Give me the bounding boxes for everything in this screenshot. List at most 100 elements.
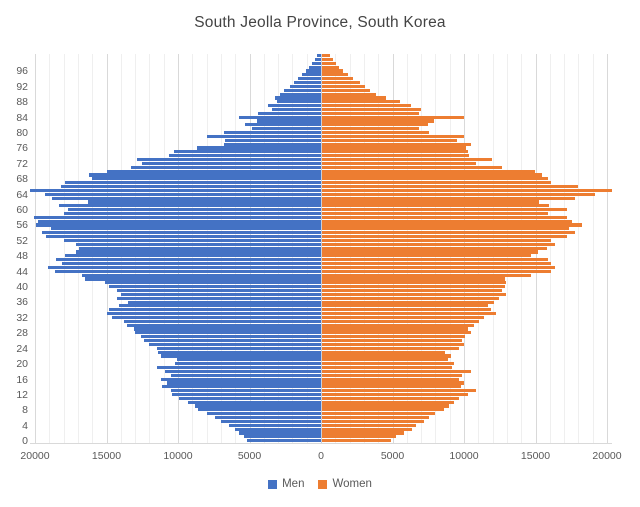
bar-women-age-29[interactable] [322,327,468,331]
bar-men-age-10[interactable] [188,400,321,404]
bar-women-age-88[interactable] [322,100,400,104]
bar-women-age-50[interactable] [322,246,547,250]
bar-men-age-49[interactable] [76,250,321,254]
bar-women-age-14[interactable] [322,385,461,389]
bar-women-age-37[interactable] [322,296,500,300]
bar-women-age-71[interactable] [322,165,503,169]
bar-women-age-52[interactable] [322,238,551,242]
bar-women-age-55[interactable] [322,227,570,231]
bar-men-age-46[interactable] [62,261,321,266]
bar-men-age-71[interactable] [130,165,321,169]
bar-women-age-51[interactable] [322,242,556,246]
bar-men-age-74[interactable] [169,154,321,158]
bar-women-age-76[interactable] [322,146,466,150]
bar-men-age-83[interactable] [256,119,321,123]
bar-men-age-97[interactable] [309,65,321,69]
bar-women-age-56[interactable] [322,223,583,227]
bar-women-age-54[interactable] [322,231,576,235]
bar-men-age-73[interactable] [136,157,321,162]
bar-men-age-6[interactable] [215,416,321,420]
bar-men-age-68[interactable] [92,177,321,181]
bar-women-age-89[interactable] [322,96,387,100]
bar-men-age-98[interactable] [311,61,321,65]
bar-women-age-25[interactable] [322,342,465,346]
bar-men-age-64[interactable] [45,192,321,196]
bar-women-age-79[interactable] [322,134,464,139]
bar-women-age-91[interactable] [322,88,370,92]
bar-men-age-1[interactable] [243,435,321,439]
bar-men-age-14[interactable] [162,385,321,389]
bar-men-age-27[interactable] [140,335,321,339]
bar-men-age-54[interactable] [42,231,321,235]
bar-men-age-30[interactable] [126,323,321,327]
bar-women-age-5[interactable] [322,419,424,424]
bar-men-age-41[interactable] [105,281,321,285]
bar-men-age-40[interactable] [109,285,321,289]
bar-women-age-39[interactable] [322,288,503,293]
bar-women-age-16[interactable] [322,377,460,381]
bar-men-age-90[interactable] [279,92,321,96]
bar-men-age-21[interactable] [176,358,321,362]
bar-women-age-21[interactable] [322,358,448,362]
bar-men-age-37[interactable] [116,296,321,300]
bar-men-age-91[interactable] [283,88,321,92]
bar-women-age-59[interactable] [322,211,548,216]
bar-women-age-13[interactable] [322,389,477,393]
bar-men-age-22[interactable] [160,354,321,358]
bar-women-age-41[interactable] [322,281,507,285]
bar-men-age-42[interactable] [85,277,321,281]
bar-women-age-100[interactable] [322,54,330,58]
bar-men-age-57[interactable] [37,219,321,223]
bar-women-age-18[interactable] [322,369,471,373]
bar-women-age-20[interactable] [322,362,454,366]
bar-men-age-8[interactable] [198,408,321,412]
legend-item-women[interactable]: Women [318,478,372,490]
bar-women-age-0[interactable] [322,439,391,443]
bar-women-age-8[interactable] [322,408,444,412]
bar-men-age-24[interactable] [156,346,321,350]
bar-women-age-63[interactable] [322,196,576,200]
bar-women-age-87[interactable] [322,104,411,108]
bar-men-age-16[interactable] [160,377,321,381]
bar-women-age-98[interactable] [322,61,336,65]
bar-women-age-19[interactable] [322,365,453,370]
bar-men-age-4[interactable] [229,423,321,427]
bar-women-age-48[interactable] [322,254,531,258]
bar-women-age-10[interactable] [322,400,454,404]
bar-men-age-62[interactable] [87,200,321,204]
bar-women-age-86[interactable] [322,107,421,112]
bar-women-age-9[interactable] [322,404,450,408]
bar-men-age-52[interactable] [63,238,321,242]
bar-men-age-51[interactable] [76,242,321,246]
bar-men-age-39[interactable] [116,288,321,293]
bar-women-age-7[interactable] [322,412,435,416]
bar-women-age-62[interactable] [322,200,540,204]
bar-men-age-81[interactable] [252,127,321,131]
bar-men-age-75[interactable] [173,150,321,154]
bar-women-age-69[interactable] [322,173,543,177]
bar-men-age-92[interactable] [290,84,321,88]
bar-women-age-57[interactable] [322,219,573,223]
bar-women-age-94[interactable] [322,77,354,81]
bar-women-age-60[interactable] [322,208,567,212]
bar-men-age-2[interactable] [239,431,321,435]
bar-men-age-82[interactable] [245,123,321,127]
bar-women-age-78[interactable] [322,138,458,142]
bar-men-age-70[interactable] [106,169,321,173]
bar-men-age-79[interactable] [206,134,321,139]
bar-men-age-18[interactable] [165,369,321,373]
bar-men-age-78[interactable] [225,138,321,142]
bar-women-age-81[interactable] [322,127,420,131]
bar-men-age-3[interactable] [235,427,321,431]
bar-men-age-20[interactable] [175,362,321,366]
bar-women-age-72[interactable] [322,161,477,165]
bar-women-age-84[interactable] [322,115,464,119]
bar-women-age-73[interactable] [322,157,493,162]
bar-men-age-36[interactable] [127,300,321,304]
bar-men-age-87[interactable] [268,104,321,108]
bar-men-age-31[interactable] [123,319,321,323]
bar-men-age-9[interactable] [195,404,321,408]
bar-men-age-35[interactable] [119,304,321,308]
bar-men-age-25[interactable] [149,342,321,346]
bar-men-age-60[interactable] [67,208,321,212]
